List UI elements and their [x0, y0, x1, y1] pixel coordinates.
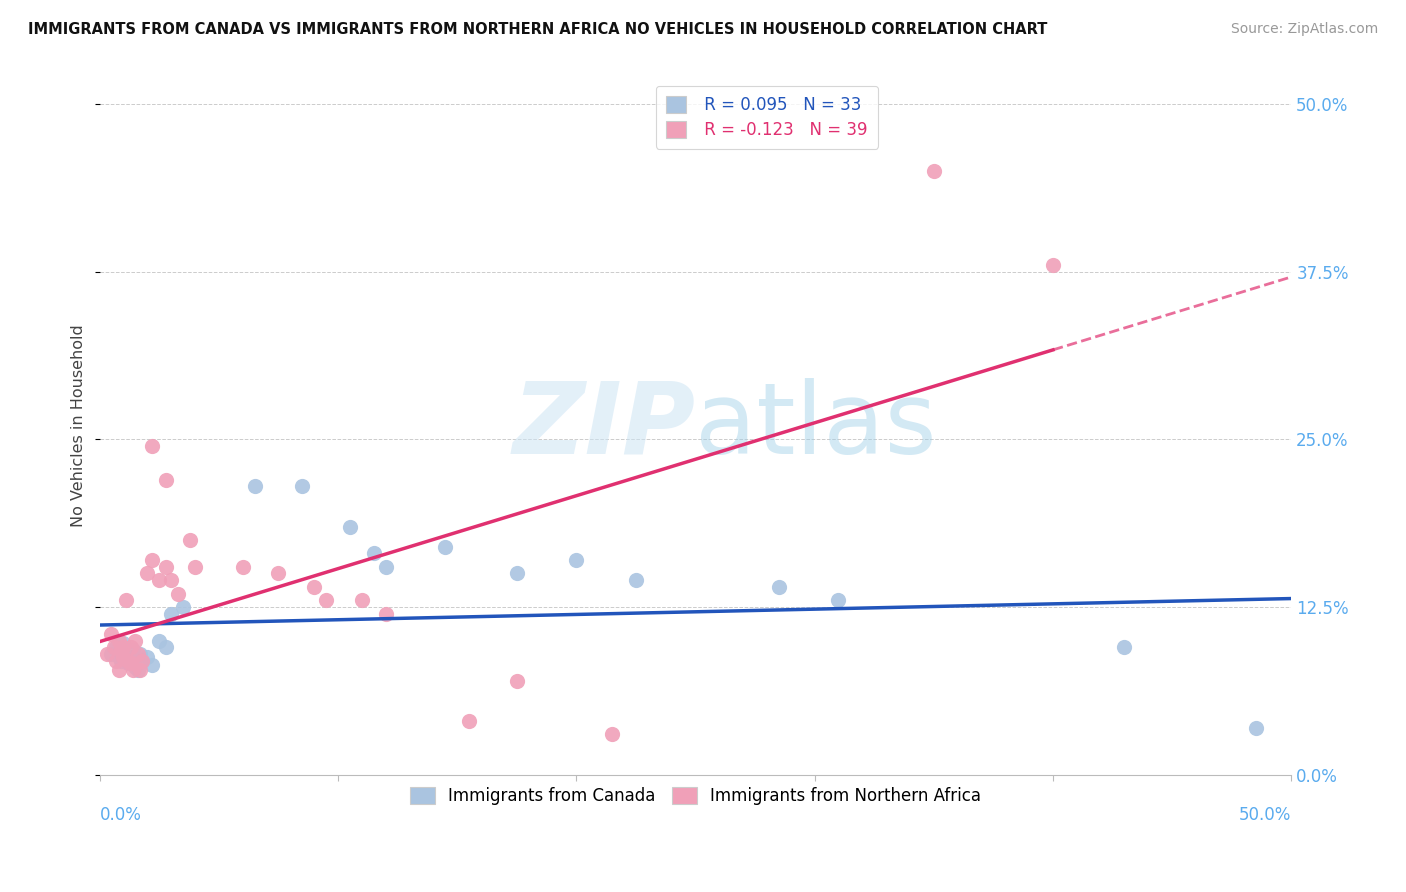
Point [291, 479, 314, 493]
Point [114, 651, 136, 665]
Point [374, 607, 396, 621]
Text: 50.0%: 50.0% [1239, 806, 1291, 824]
Point [107, 633, 129, 648]
Point [131, 654, 153, 668]
Point [434, 540, 457, 554]
Point [363, 546, 385, 560]
Point [110, 654, 132, 668]
Point [129, 647, 152, 661]
Point [120, 640, 142, 655]
Point [120, 649, 142, 664]
Point [112, 644, 135, 658]
Point [267, 566, 290, 581]
Point [107, 649, 129, 664]
Point [129, 663, 152, 677]
Point [103, 640, 125, 655]
Point [122, 663, 145, 677]
Point [179, 533, 201, 547]
Point [167, 586, 190, 600]
Point [232, 559, 254, 574]
Point [141, 657, 163, 672]
Point [100, 627, 122, 641]
Y-axis label: No Vehicles in Household: No Vehicles in Household [72, 325, 86, 527]
Point [155, 473, 177, 487]
Point [350, 593, 373, 607]
Point [112, 649, 135, 664]
Point [100, 647, 122, 661]
Point [124, 660, 146, 674]
Point [768, 580, 790, 594]
Point [122, 643, 145, 657]
Point [124, 633, 146, 648]
Point [624, 573, 647, 587]
Point [148, 573, 170, 587]
Point [114, 593, 136, 607]
Text: Source: ZipAtlas.com: Source: ZipAtlas.com [1230, 22, 1378, 37]
Point [565, 553, 588, 567]
Text: IMMIGRANTS FROM CANADA VS IMMIGRANTS FROM NORTHERN AFRICA NO VEHICLES IN HOUSEHO: IMMIGRANTS FROM CANADA VS IMMIGRANTS FRO… [28, 22, 1047, 37]
Point [1244, 721, 1267, 735]
Point [136, 566, 159, 581]
Point [302, 580, 325, 594]
Point [96, 647, 118, 661]
Point [160, 607, 183, 621]
Point [148, 633, 170, 648]
Point [136, 649, 159, 664]
Text: atlas: atlas [696, 377, 936, 475]
Point [141, 553, 163, 567]
Point [505, 566, 527, 581]
Point [374, 559, 396, 574]
Point [105, 640, 128, 655]
Legend: Immigrants from Canada, Immigrants from Northern Africa: Immigrants from Canada, Immigrants from … [404, 780, 988, 812]
Point [315, 593, 337, 607]
Point [1042, 258, 1064, 272]
Point [131, 654, 153, 668]
Point [112, 640, 135, 655]
Point [505, 673, 527, 688]
Point [105, 654, 128, 668]
Point [141, 439, 163, 453]
Point [120, 657, 142, 671]
Point [155, 559, 177, 574]
Text: ZIP: ZIP [512, 377, 696, 475]
Point [243, 479, 266, 493]
Point [827, 593, 849, 607]
Point [160, 573, 183, 587]
Point [107, 663, 129, 677]
Point [110, 643, 132, 657]
Point [155, 640, 177, 655]
Point [117, 654, 139, 668]
Point [600, 727, 623, 741]
Point [184, 559, 207, 574]
Point [127, 647, 149, 661]
Point [922, 164, 945, 178]
Point [458, 714, 481, 728]
Point [127, 663, 149, 677]
Point [112, 636, 135, 650]
Point [1114, 640, 1136, 655]
Text: 0.0%: 0.0% [100, 806, 142, 824]
Point [339, 519, 361, 533]
Point [117, 657, 139, 671]
Point [172, 599, 194, 614]
